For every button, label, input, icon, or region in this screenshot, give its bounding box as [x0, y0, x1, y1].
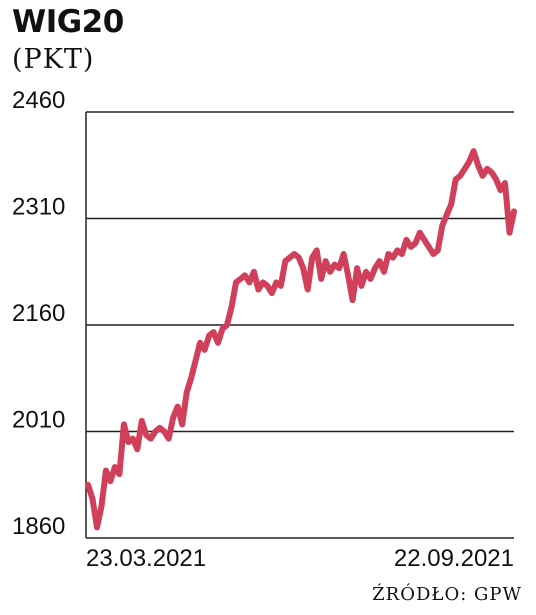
chart-title: WIG20 — [12, 4, 124, 40]
y-tick-labels: 1860 2010 2160 2310 2460 — [12, 87, 65, 540]
y-tick-label-2460: 2460 — [12, 87, 65, 114]
chart-unit: (PKT) — [12, 44, 95, 75]
x-tick-label-end: 22.09.2021 — [394, 545, 514, 572]
y-tick-label-2010: 2010 — [12, 407, 65, 434]
grid-lines — [86, 111, 514, 539]
y-tick-label-1860: 1860 — [12, 513, 65, 540]
y-tick-label-2160: 2160 — [12, 300, 65, 327]
source-note: ŹRÓDŁO: GPW — [372, 584, 522, 605]
y-tick-label-2310: 2310 — [12, 194, 65, 221]
x-tick-label-start: 23.03.2021 — [86, 545, 206, 572]
series-line-wig20 — [85, 148, 517, 531]
